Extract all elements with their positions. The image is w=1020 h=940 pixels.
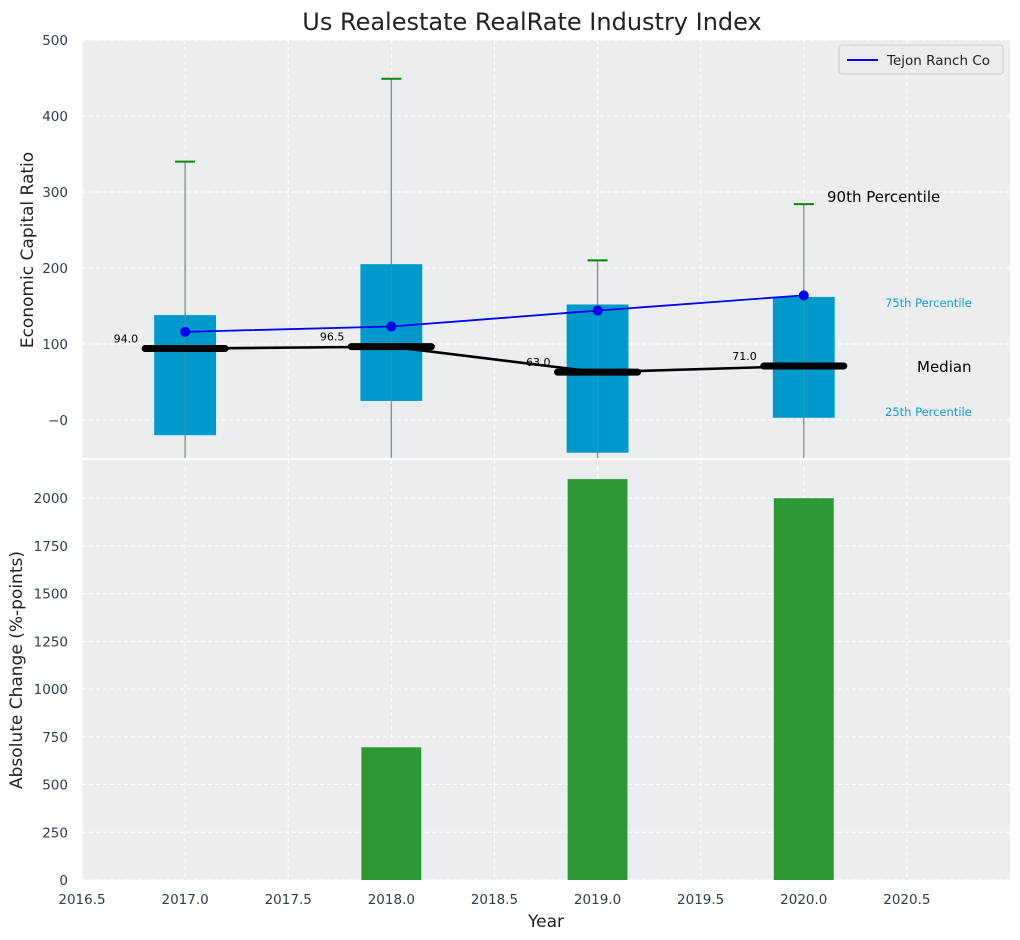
legend-box <box>838 44 1004 75</box>
chart-title: Us Realestate RealRate Industry Index <box>302 8 761 36</box>
bottom-y-tick-label: 1750 <box>34 539 68 555</box>
top-y-tick-label: 300 <box>42 185 68 201</box>
tejon-series-point <box>180 326 191 337</box>
bottom-y-tick-label: 250 <box>42 825 68 841</box>
bottom-y-tick-label: 0 <box>59 873 68 889</box>
bottom-y-tick-label: 1500 <box>34 587 68 603</box>
top-plot-area <box>82 40 1010 458</box>
x-tick-label: 2020.5 <box>883 892 930 908</box>
x-tick-label: 2020.0 <box>780 892 827 908</box>
bottom-y-axis-label: Absolute Change (%-points) <box>7 551 27 789</box>
legend: Tejon Ranch Co <box>838 44 1004 75</box>
x-tick-label: 2016.5 <box>58 892 105 908</box>
tejon-series-point <box>798 290 809 301</box>
x-axis-label: Year <box>527 912 564 932</box>
top-y-tick-label: 200 <box>42 261 68 277</box>
top-y-tick-label: 500 <box>42 33 68 49</box>
p90-side-label: 90th Percentile <box>827 188 940 206</box>
tejon-series-point <box>592 305 603 316</box>
top-y-tick-label: −0 <box>48 413 68 429</box>
median-side-label: Median <box>917 358 972 376</box>
top-y-axis-label: Economic Capital Ratio <box>18 152 38 348</box>
median-value-label: 71.0 <box>732 350 757 363</box>
median-value-label: 94.0 <box>114 333 139 346</box>
x-tick-label: 2017.5 <box>265 892 312 908</box>
p25-side-label: 25th Percentile <box>885 405 972 419</box>
change-bar <box>361 747 422 880</box>
p75-side-label: 75th Percentile <box>885 296 972 310</box>
bottom-y-tick-label: 750 <box>42 730 68 746</box>
median-trend-line <box>185 345 804 374</box>
median-value-label: 63.0 <box>526 356 551 369</box>
bottom-y-tick-label: 500 <box>42 778 68 794</box>
x-tick-label: 2019.0 <box>574 892 621 908</box>
legend-entry: Tejon Ranch Co <box>886 53 990 69</box>
top-y-tick-label: 100 <box>42 337 68 353</box>
median-value-label: 96.5 <box>320 331 345 344</box>
tejon-series-point <box>386 321 397 332</box>
bottom-y-tick-label: 1000 <box>34 682 68 698</box>
bottom-y-tick-label: 2000 <box>34 491 68 507</box>
x-tick-label: 2018.5 <box>471 892 518 908</box>
top-y-tick-label: 400 <box>42 109 68 125</box>
x-tick-label: 2018.0 <box>368 892 415 908</box>
bottom-y-tick-label: 1250 <box>34 634 68 650</box>
tejon-series-line <box>185 294 804 333</box>
x-tick-label: 2017.0 <box>161 892 208 908</box>
bottom-plot-area <box>82 460 1010 880</box>
change-bar <box>773 498 834 880</box>
change-bar <box>567 479 628 880</box>
x-tick-label: 2019.5 <box>677 892 724 908</box>
